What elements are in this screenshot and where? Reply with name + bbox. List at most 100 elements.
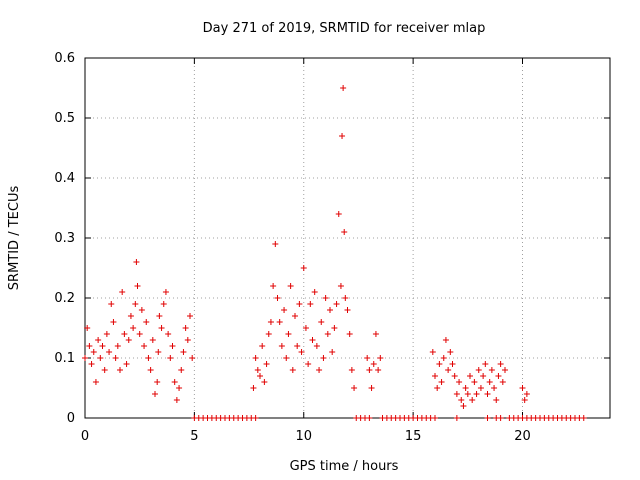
data-point <box>311 289 318 295</box>
data-point <box>171 379 178 385</box>
data-point <box>335 211 342 217</box>
data-point <box>263 361 270 367</box>
data-point <box>469 397 476 403</box>
plot-frame <box>84 57 611 419</box>
data-point <box>493 397 500 403</box>
data-point <box>329 349 336 355</box>
data-point <box>341 229 348 235</box>
data-point <box>149 337 156 343</box>
data-point <box>372 331 379 337</box>
data-point <box>283 355 290 361</box>
data-point <box>187 313 193 319</box>
data-point <box>294 343 301 349</box>
data-point <box>141 343 148 349</box>
data-point <box>322 295 329 301</box>
data-point <box>440 355 447 361</box>
x-axis-label: GPS time / hours <box>290 459 399 474</box>
data-point <box>438 379 445 385</box>
data-point <box>165 331 172 337</box>
data-point <box>101 367 108 373</box>
data-point <box>447 349 454 355</box>
data-point <box>351 385 358 391</box>
data-point <box>491 385 498 391</box>
data-point <box>138 307 145 313</box>
data-point <box>136 331 143 337</box>
data-point <box>162 289 169 295</box>
data-point <box>339 133 346 139</box>
data-point <box>344 307 351 313</box>
data-point <box>432 373 438 379</box>
data-point <box>167 355 174 361</box>
data-point <box>296 301 303 307</box>
data-point <box>521 397 528 403</box>
data-point <box>272 241 279 247</box>
data-point <box>488 367 495 373</box>
data-point <box>449 361 456 367</box>
data-point <box>462 385 469 391</box>
data-point <box>453 415 460 421</box>
data-point <box>302 325 309 331</box>
y-tick-label: 0.3 <box>54 231 75 246</box>
y-tick-label: 0.6 <box>54 51 75 66</box>
data-point <box>366 367 373 373</box>
data-point <box>318 319 325 325</box>
data-point <box>114 343 121 349</box>
data-point <box>436 361 443 367</box>
data-point <box>482 361 489 367</box>
data-point <box>250 385 257 391</box>
data-point <box>189 355 196 361</box>
data-point <box>523 391 530 397</box>
data-point <box>364 355 371 361</box>
data-point <box>305 361 312 367</box>
data-point <box>252 355 259 361</box>
data-point <box>497 361 504 367</box>
data-point <box>292 313 298 319</box>
data-point <box>340 85 347 91</box>
data-point <box>95 337 102 343</box>
data-point <box>442 337 449 343</box>
data-point <box>82 355 88 361</box>
data-point <box>90 349 97 355</box>
data-point <box>458 397 465 403</box>
data-point <box>484 391 491 397</box>
data-point <box>152 391 158 397</box>
data-point <box>88 361 95 367</box>
data-point <box>451 373 458 379</box>
data-point <box>313 343 320 349</box>
data-point <box>143 319 150 325</box>
data-point <box>368 385 375 391</box>
data-point <box>324 331 331 337</box>
data-point <box>497 415 504 421</box>
data-point <box>477 385 484 391</box>
data-point <box>348 367 355 373</box>
x-tick-label: 5 <box>190 429 198 444</box>
data-point <box>276 319 283 325</box>
data-point <box>342 295 349 301</box>
data-point <box>298 349 305 355</box>
data-point <box>156 313 163 319</box>
data-point <box>499 379 506 385</box>
data-point <box>106 349 113 355</box>
data-point <box>178 367 185 373</box>
data-point <box>307 301 314 307</box>
data-point <box>155 349 162 355</box>
x-tick-label: 15 <box>405 429 422 444</box>
data-point <box>464 391 471 397</box>
x-tick-label: 20 <box>514 429 531 444</box>
data-point <box>346 331 353 337</box>
data-point <box>108 301 115 307</box>
data-point <box>467 373 473 379</box>
data-point <box>158 325 165 331</box>
data-point <box>475 367 482 373</box>
y-axis-label: SRMTID / TECUs <box>7 186 22 291</box>
data-point <box>309 337 316 343</box>
axis-ticks: 0 0.1 0.2 0.3 0.4 0.5 0.6 0 5 10 15 20 <box>54 51 610 444</box>
data-point <box>429 349 436 355</box>
data-point <box>265 331 272 337</box>
data-point <box>259 343 266 349</box>
data-point <box>97 355 104 361</box>
data-point <box>121 331 128 337</box>
data-point <box>278 343 285 349</box>
data-point <box>375 367 382 373</box>
